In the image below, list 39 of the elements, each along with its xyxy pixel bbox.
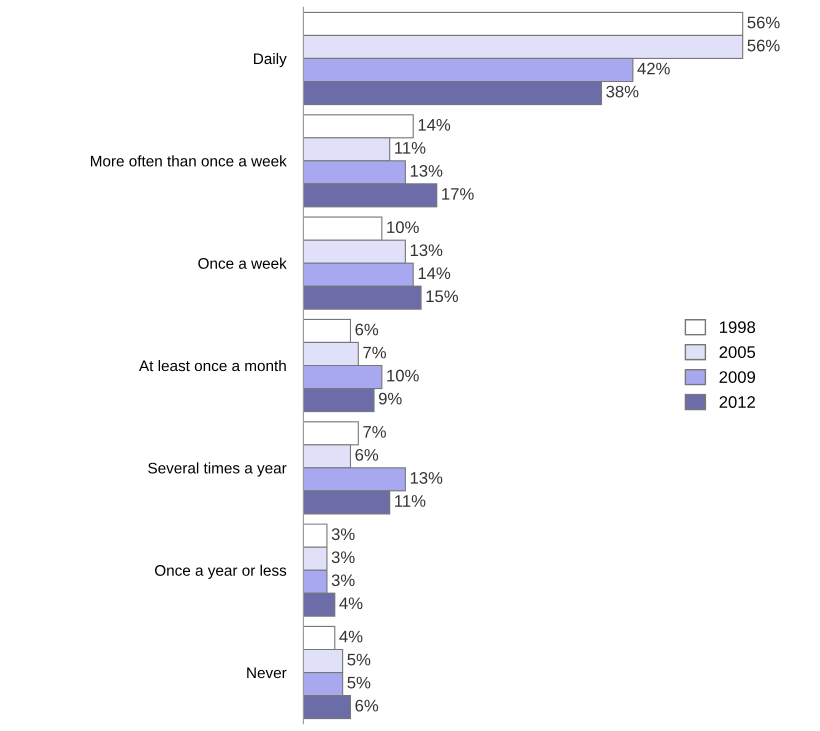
data-label: 13% [410,244,442,256]
data-label: 56% [748,40,780,52]
legend-label: 1998 [720,321,756,334]
data-label: 38% [606,86,638,98]
data-label: 10% [387,370,419,382]
legend-label: 2009 [720,371,756,383]
data-label: 42% [637,62,670,74]
data-label: 3% [332,528,355,540]
data-label: 11% [395,142,426,154]
data-label: 5% [347,676,370,689]
data-label: 13% [410,472,442,484]
data-label: 3% [332,551,355,564]
y-tick-label: Once a year or less [155,564,286,579]
y-tick-label: Several times a year [148,462,286,477]
data-label: 6% [355,449,378,461]
legend-label: 2012 [720,396,755,408]
y-tick-label: At least once a month [139,360,286,372]
data-label: 4% [339,630,362,642]
y-tick-label: Once a week [198,258,287,269]
data-label: 11% [395,495,426,507]
data-label: 56% [748,16,780,28]
data-label: 4% [339,597,362,610]
data-label: 15% [426,290,458,302]
data-label: 6% [355,324,378,336]
y-tick-label: More often than once a week [90,155,287,167]
data-label: 17% [442,188,474,200]
data-label: 7% [363,426,386,438]
data-label: 3% [332,574,355,586]
data-label: 5% [347,654,370,666]
y-tick-label: Never [247,668,286,678]
data-label: 9% [378,392,402,405]
data-label: 6% [355,700,378,712]
legend-label: 2005 [720,346,756,358]
data-label: 10% [387,221,419,234]
y-tick-label: Daily [254,52,287,68]
data-label: 7% [363,346,386,358]
data-label: 14% [418,267,450,280]
data-label: 13% [410,165,442,177]
data-label: 14% [418,119,450,131]
